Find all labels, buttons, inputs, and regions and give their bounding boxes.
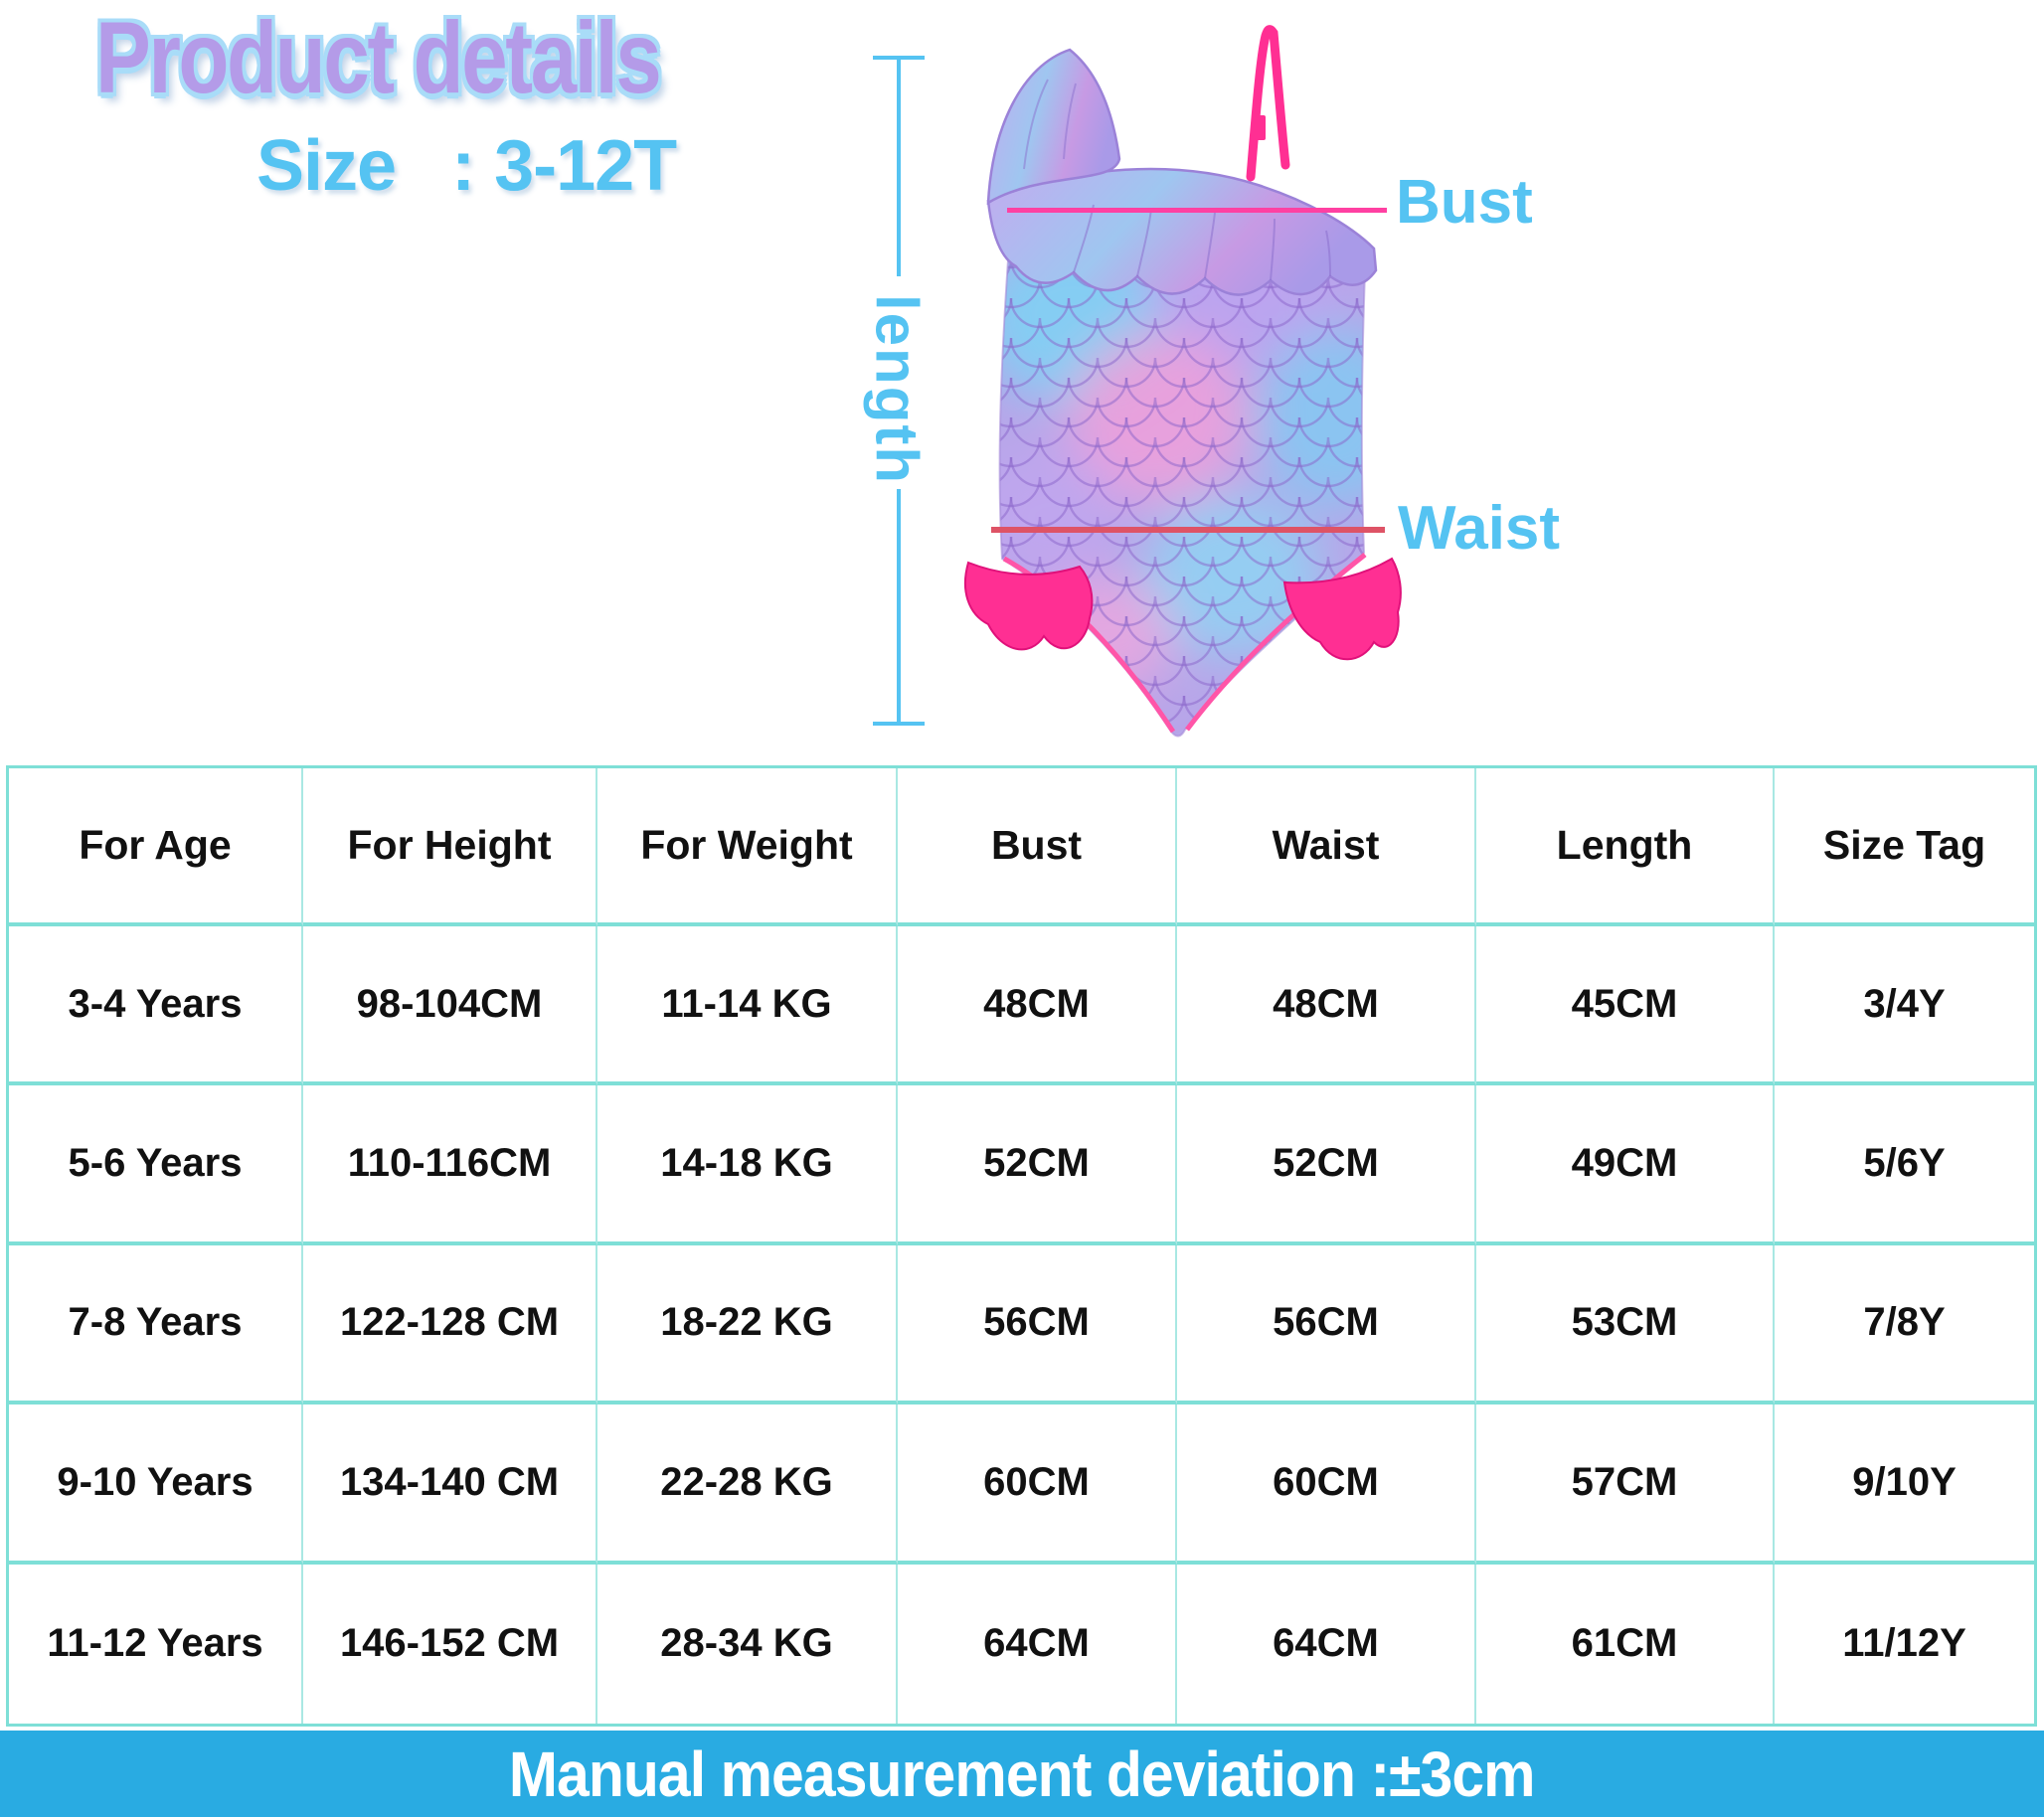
bust-measure-line <box>1007 208 1387 213</box>
hip-ruffle-left <box>963 561 1094 651</box>
size-chart-cell: 7/8Y <box>1775 1245 2034 1405</box>
bust-label: Bust <box>1396 168 1533 237</box>
column-header-waist: Waist <box>1177 768 1476 926</box>
size-chart-cell: 134-140 CM <box>303 1404 597 1565</box>
size-chart-cell: 60CM <box>1177 1404 1476 1565</box>
size-chart-cell: 9/10Y <box>1775 1404 2034 1565</box>
size-chart-cell: 146-152 CM <box>303 1564 597 1724</box>
swimsuit-strap <box>1246 25 1290 182</box>
size-label: Size <box>256 126 397 206</box>
size-chart-cell: 5/6Y <box>1775 1085 2034 1245</box>
column-header-for-age: For Age <box>9 768 303 926</box>
size-chart-table: For Age For Height For Weight Bust Waist Leng… <box>6 765 2037 1727</box>
length-line-upper-segment <box>897 58 901 276</box>
size-chart-cell: 57CM <box>1476 1404 1775 1565</box>
size-chart-cell: 45CM <box>1476 926 1775 1086</box>
size-chart-cell: 53CM <box>1476 1244 1775 1405</box>
measurement-note-banner: Manual measurement deviation :±3cm <box>0 1731 2044 1817</box>
length-label: length <box>863 294 931 485</box>
size-chart-cell: 61CM <box>1476 1564 1775 1724</box>
size-chart-cell: 56CM <box>1177 1244 1476 1405</box>
size-chart-cell: 18-22 KG <box>597 1244 898 1405</box>
size-chart-cell: 52CM <box>1177 1085 1476 1245</box>
size-chart-cell: 49CM <box>1476 1085 1775 1245</box>
size-chart-cell: 7-8 Years <box>9 1244 303 1405</box>
page-title: Product details <box>95 1 662 114</box>
size-chart-cell: 5-6 Years <box>9 1085 303 1245</box>
size-chart-cell: 122-128 CM <box>303 1244 597 1405</box>
chest-ruffle <box>986 167 1378 296</box>
column-header-for-weight: For Weight <box>597 768 898 926</box>
size-chart-cell: 11-12 Years <box>9 1564 303 1724</box>
size-chart-cell: 11-14 KG <box>597 926 898 1086</box>
size-chart-cell: 11/12Y <box>1842 1621 1966 1666</box>
hip-ruffle-right <box>1282 557 1402 661</box>
leg-trim-right <box>1185 553 1367 732</box>
size-chart-cell: 64CM <box>898 1564 1177 1724</box>
size-chart-cell: 14-18 KG <box>597 1085 898 1245</box>
leg-trim-left <box>1002 556 1176 734</box>
measurement-note: Manual measurement deviation :±3cm <box>509 1737 1536 1810</box>
size-chart-cell: 52CM <box>898 1085 1177 1245</box>
column-header-for-height: For Height <box>303 768 597 926</box>
size-chart-cell: 60CM <box>898 1404 1177 1565</box>
waist-measure-line <box>991 527 1385 533</box>
column-header-length: Length <box>1476 768 1775 926</box>
size-chart-cell: 22-28 KG <box>597 1404 898 1565</box>
size-chart-cell: 3/4Y <box>1775 926 2034 1086</box>
length-line-bottom-tick <box>873 722 925 726</box>
size-chart-cell: 48CM <box>1177 926 1476 1086</box>
size-subtitle: Size:3-12T <box>256 125 677 207</box>
length-line-lower-segment <box>897 489 901 726</box>
size-colon: : <box>451 126 475 206</box>
column-header-size-tag: Size Tag <box>1775 768 2034 926</box>
size-chart-cell: 98-104CM <box>303 926 597 1086</box>
column-header-bust: Bust <box>898 768 1177 926</box>
swimsuit-product-image <box>963 25 1402 738</box>
size-value: 3-12T <box>494 126 677 206</box>
size-chart-cell: 9-10 Years <box>9 1404 303 1565</box>
size-chart-cell: 3-4 Years <box>9 926 303 1086</box>
size-chart-cell: 110-116CM <box>303 1085 597 1245</box>
size-chart-cell: 56CM <box>898 1244 1177 1405</box>
size-chart-cell: 28-34 KG <box>597 1564 898 1724</box>
shoulder-ruffle-strap <box>986 48 1121 206</box>
size-chart-cell: 48CM <box>898 926 1177 1086</box>
waist-label: Waist <box>1398 494 1561 563</box>
size-chart-cell: 64CM <box>1177 1564 1476 1724</box>
